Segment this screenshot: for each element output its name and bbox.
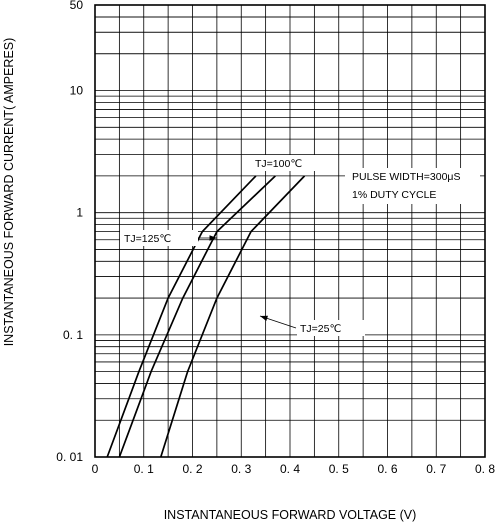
label-tj100: TJ=100℃	[255, 158, 302, 170]
y-tick-label: 1	[76, 206, 83, 220]
y-tick-label: 0. 1	[63, 328, 83, 342]
series-line	[118, 175, 276, 458]
plot-frame	[94, 4, 486, 458]
x-tick-label: 0. 7	[426, 462, 446, 476]
x-tick-label: 0. 4	[280, 462, 300, 476]
series-line	[106, 175, 257, 458]
label-tj125: TJ=125℃	[124, 233, 171, 245]
arrowhead	[209, 235, 217, 241]
x-tick-label: 0. 2	[182, 462, 202, 476]
arrowhead	[260, 315, 268, 321]
x-tick-label: 0. 6	[377, 462, 397, 476]
label-mask	[345, 168, 480, 204]
label-pulse-width: PULSE WIDTH=300μS	[352, 171, 460, 183]
tick-labels: 0 0. 1 0. 2 0. 3 0. 4 0. 5 0. 6 0. 7 0. 8 0. 01 0.…	[56, 0, 495, 476]
x-tick-label: 0. 5	[329, 462, 349, 476]
x-tick-label: 0. 1	[134, 462, 154, 476]
label-mask	[250, 155, 320, 171]
curves	[106, 175, 306, 458]
label-mask	[297, 320, 365, 336]
y-tick-label: 10	[70, 84, 84, 98]
label-mask	[120, 230, 198, 246]
x-axis-title: INSTANTANEOUS FORWARD VOLTAGE (V)	[164, 508, 417, 522]
x-tick-label: 0. 3	[231, 462, 251, 476]
series-line	[159, 175, 306, 458]
label-duty-cycle: 1% DUTY CYCLE	[352, 189, 436, 201]
annotations: TJ=100℃ PULSE WIDTH=300μS 1% DUTY CYCLE TJ=…	[120, 155, 480, 336]
x-tick-label: 0	[92, 462, 99, 476]
label-tj25: TJ=25℃	[300, 323, 341, 335]
y-tick-label: 50	[70, 0, 84, 12]
grid-lines	[94, 4, 486, 458]
y-axis-title: INSTANTANEOUS FORWARD CURRENT( AMPERES)	[2, 38, 16, 347]
y-tick-label: 0. 01	[56, 450, 83, 464]
x-tick-label: 0. 8	[475, 462, 495, 476]
